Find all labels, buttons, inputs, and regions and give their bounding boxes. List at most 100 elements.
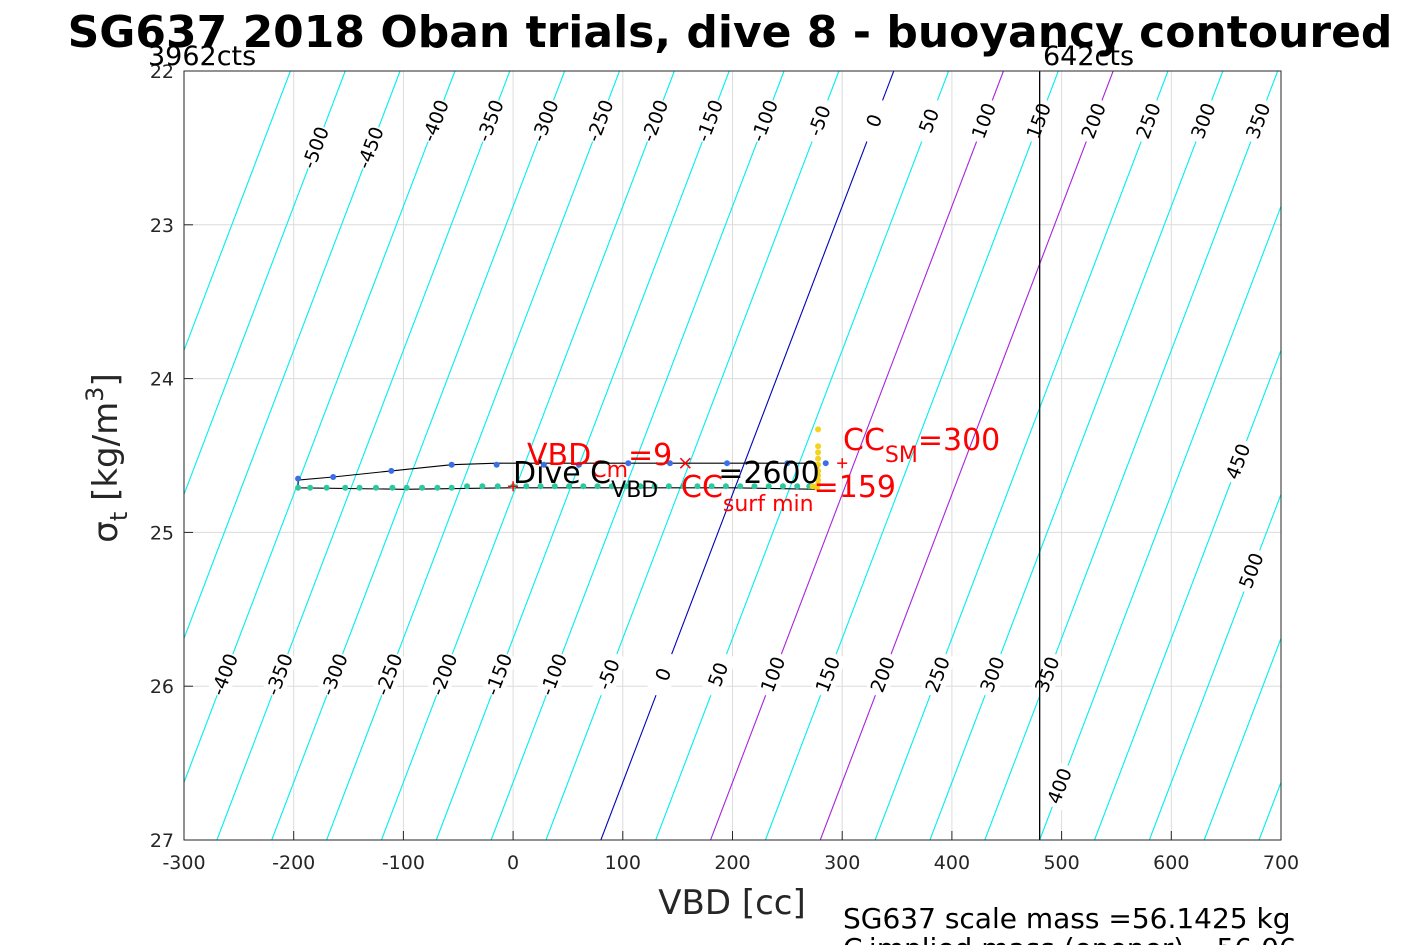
- x-tick-label: 600: [1153, 852, 1189, 874]
- contour-line: [929, 71, 1224, 840]
- contour-line: [764, 71, 1059, 840]
- contour-line: [1258, 780, 1281, 840]
- contour-line: [184, 71, 401, 640]
- contour-line: [326, 71, 621, 840]
- data-point: [575, 461, 582, 468]
- contour-label-bg: [911, 96, 948, 146]
- contour-label: -400: [207, 651, 243, 699]
- buoyancy-contours: [184, 71, 1281, 840]
- data-point: [537, 483, 544, 490]
- data-point: [594, 483, 601, 490]
- data-point: [295, 475, 302, 482]
- x-axis-label: VBD [cc]: [658, 883, 806, 923]
- data-point: [724, 460, 731, 467]
- data-point: [665, 483, 672, 490]
- data-point: [580, 483, 587, 490]
- data-point: [388, 467, 395, 474]
- contour-label-bg: [865, 650, 902, 700]
- data-point: [737, 483, 744, 490]
- y-axis-label: σt [kg/m3]: [81, 373, 133, 542]
- contour-label: 100: [757, 654, 790, 696]
- contour-label-bg: [856, 96, 893, 146]
- x-tick-label: -200: [272, 852, 315, 874]
- contour-label-bg: [527, 96, 564, 146]
- data-point: [765, 483, 772, 490]
- x-tick-label: 700: [1263, 852, 1299, 874]
- contour-label: 500: [1235, 550, 1268, 592]
- data-point: [342, 484, 349, 491]
- data-point: [722, 483, 729, 490]
- data-point: [479, 483, 486, 490]
- contour-label-bg: [966, 96, 1003, 146]
- contour-label: -350: [262, 651, 298, 699]
- contour-label: 400: [1043, 765, 1076, 807]
- data-point: [694, 483, 701, 490]
- data-point: [651, 483, 658, 490]
- contour-label-bg: [472, 96, 509, 146]
- contour-label: -150: [481, 651, 517, 699]
- contour-line: [216, 71, 511, 840]
- data-point: [815, 426, 822, 433]
- x-tick-label: 500: [1043, 852, 1079, 874]
- contour-line: [1203, 636, 1281, 840]
- contour-line: [874, 71, 1169, 840]
- data-point: [566, 483, 573, 490]
- contour-label-bg: [1240, 96, 1277, 146]
- contour-label: -100: [536, 651, 572, 699]
- data-point: [608, 483, 615, 490]
- contour-label: -400: [418, 97, 454, 145]
- data-point: [815, 449, 822, 456]
- data-point: [815, 467, 822, 474]
- data-point: [493, 461, 500, 468]
- contour-label: 450: [1222, 441, 1255, 483]
- contour-label: -500: [298, 124, 334, 172]
- contour-line: [184, 71, 291, 352]
- contour-label: 250: [921, 654, 954, 696]
- contour-label: -100: [747, 97, 783, 145]
- dive-cvbd-annotation: Dive CVBD =2600: [513, 456, 820, 503]
- y-tick-label: 23: [150, 215, 174, 237]
- data-points: [295, 426, 829, 491]
- contour-label: 150: [812, 654, 845, 696]
- contour-label-bg: [426, 650, 463, 700]
- contour-label-bg: [417, 96, 455, 146]
- contour-label: -300: [317, 651, 353, 699]
- data-point: [323, 484, 330, 491]
- contour-label-bg: [206, 650, 244, 700]
- y-tick-label: 26: [150, 676, 174, 698]
- data-point: [815, 472, 822, 479]
- corner-label-right: 642cts: [1043, 41, 1134, 72]
- contour-label-bg: [746, 96, 784, 146]
- contour-line: [1148, 492, 1281, 840]
- corner-label-left: 3962cts: [148, 41, 256, 72]
- data-point: [494, 483, 501, 490]
- contour-label: -250: [583, 97, 619, 145]
- x-tick-label: 0: [507, 852, 519, 874]
- data-point: [751, 483, 758, 490]
- contour-label: -150: [692, 97, 728, 145]
- contour-label-bg: [801, 96, 838, 146]
- contour-label: -250: [372, 651, 408, 699]
- contour-label-bg: [700, 650, 737, 700]
- data-point: [784, 460, 791, 467]
- contour-label-bg: [316, 650, 353, 700]
- x-tick-label: 300: [824, 852, 860, 874]
- contour-label-bg: [1220, 437, 1257, 487]
- data-point: [708, 483, 715, 490]
- contour-label: 300: [976, 654, 1009, 696]
- data-point: [448, 484, 455, 491]
- data-point: [809, 483, 816, 490]
- data-point: [815, 443, 822, 450]
- data-point: [330, 474, 337, 481]
- data-point: [295, 484, 302, 491]
- contour-label-bg: [810, 650, 847, 700]
- contour-label-bg: [1029, 650, 1066, 700]
- x-tick-label: 400: [934, 852, 970, 874]
- contour-label: 300: [1187, 100, 1220, 142]
- contour-label: 350: [1031, 654, 1064, 696]
- vbd-cm-annotation: VBDCm=9: [527, 438, 672, 483]
- contour-label-bg: [637, 96, 674, 146]
- contour-label-bg: [1185, 96, 1222, 146]
- data-point: [551, 483, 558, 490]
